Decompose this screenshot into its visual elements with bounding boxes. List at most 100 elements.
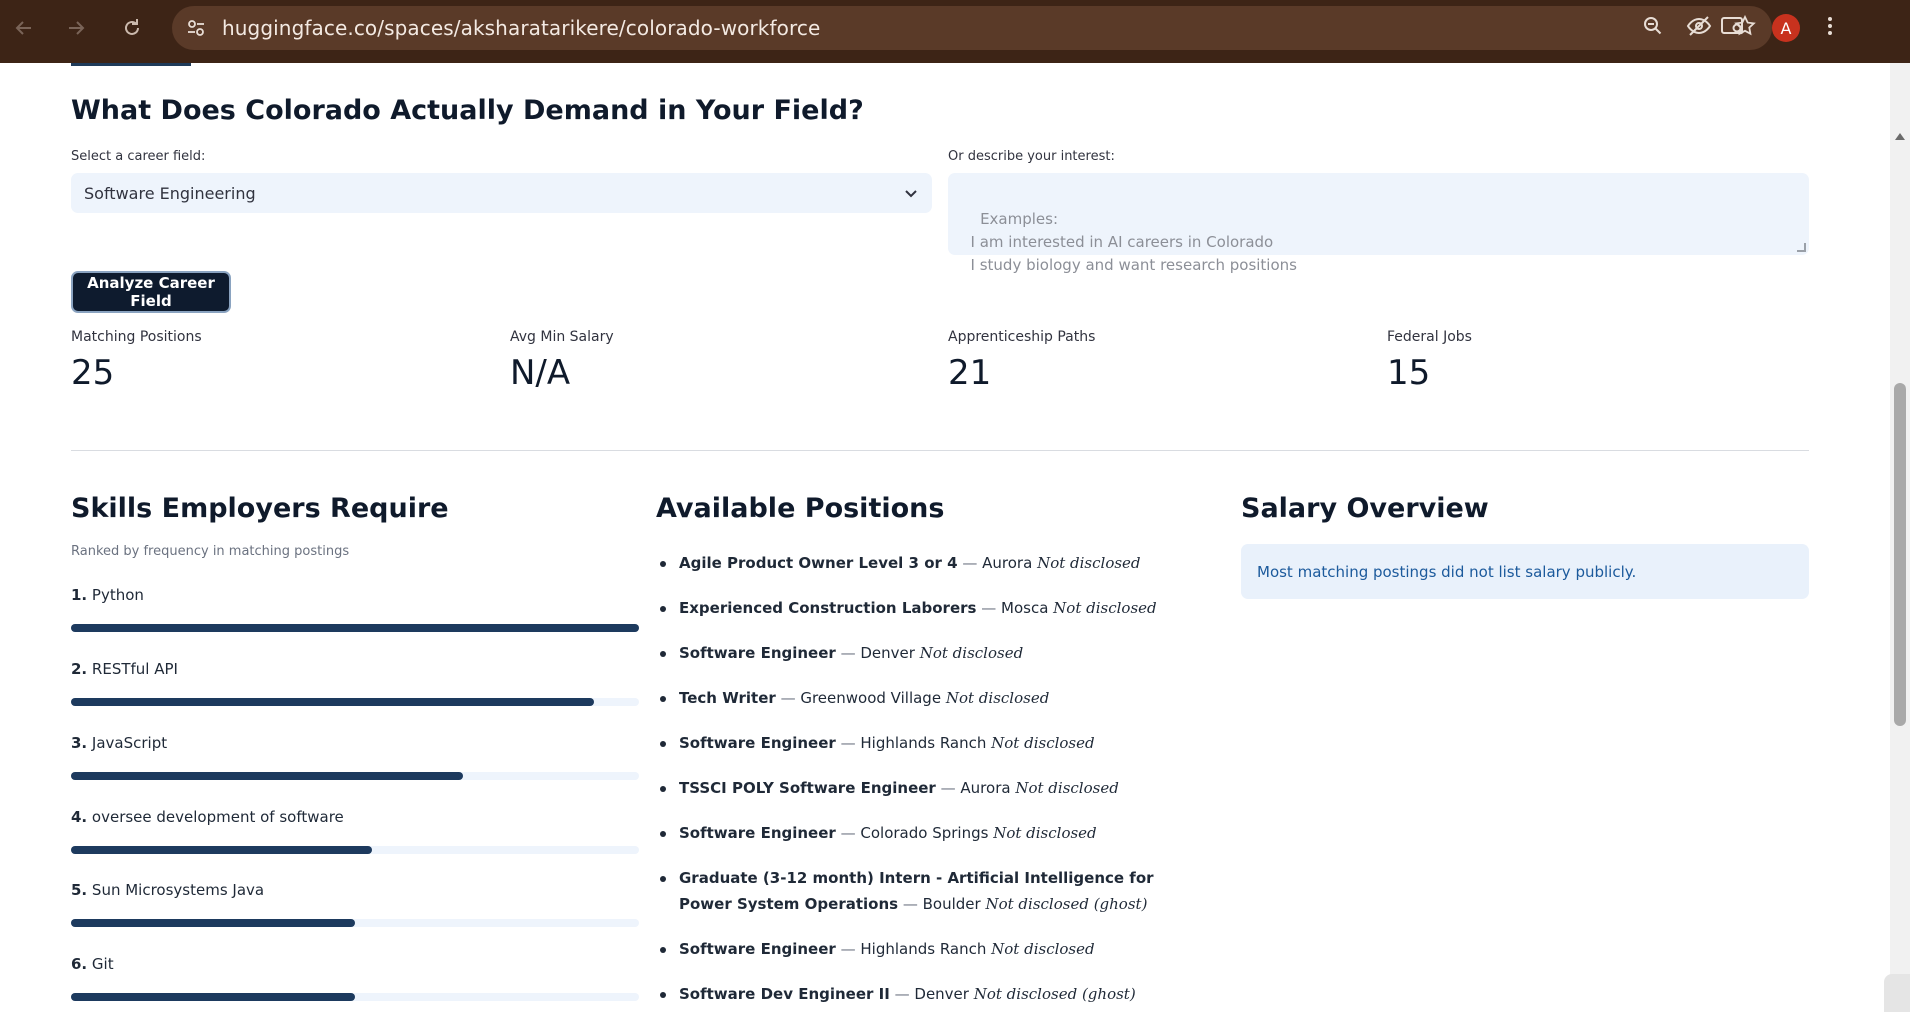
separator: —: [840, 734, 856, 752]
list-item: Agile Product Owner Level 3 or 4 — Auror…: [656, 550, 1196, 576]
skill-item: 5. Sun Microsystems Java: [71, 881, 639, 927]
position-title: Agile Product Owner Level 3 or 4: [679, 554, 958, 572]
skill-rank: 5.: [71, 881, 88, 899]
forward-icon[interactable]: [61, 13, 91, 43]
eye-off-icon[interactable]: [1686, 15, 1712, 41]
position-title: Software Engineer: [679, 824, 836, 842]
page-title: What Does Colorado Actually Demand in Yo…: [71, 95, 864, 126]
metric-apprenticeship-paths: Apprenticeship Paths 21: [948, 329, 1368, 393]
position-title: Software Engineer: [679, 940, 836, 958]
separator: —: [940, 779, 956, 797]
position-location: Colorado Springs: [860, 824, 989, 842]
position-location: Highlands Ranch: [860, 734, 987, 752]
address-bar[interactable]: huggingface.co/spaces/aksharatarikere/co…: [172, 6, 1772, 50]
metric-label: Apprenticeship Paths: [948, 329, 1096, 345]
skill-rank: 6.: [71, 955, 88, 973]
skill-bar-track: [71, 919, 639, 927]
list-item: Graduate (3-12 month) Intern - Artificia…: [656, 865, 1196, 917]
salary-title: Salary Overview: [1241, 493, 1489, 524]
position-title: Software Engineer: [679, 644, 836, 662]
skills-title: Skills Employers Require: [71, 493, 449, 524]
reload-icon[interactable]: [117, 13, 147, 43]
position-salary: Not disclosed (ghost): [973, 985, 1136, 1003]
position-location: Denver: [860, 644, 915, 662]
page-scrollbar[interactable]: [1890, 63, 1910, 1012]
skill-name: RESTful API: [91, 660, 178, 678]
metric-value: 25: [71, 353, 115, 393]
skill-bar-fill: [71, 624, 639, 632]
position-salary: Not disclosed: [991, 734, 1095, 752]
position-location: Highlands Ranch: [860, 940, 987, 958]
list-item: TSSCI POLY Software Engineer — Aurora No…: [656, 775, 1196, 801]
position-title: Software Dev Engineer II: [679, 985, 890, 1003]
position-title: TSSCI POLY Software Engineer: [679, 779, 936, 797]
profile-avatar[interactable]: A: [1772, 14, 1800, 42]
separator: —: [962, 554, 978, 572]
scroll-thumb[interactable]: [1894, 383, 1906, 726]
list-item: Software Engineer — Highlands Ranch Not …: [656, 936, 1196, 962]
position-title: Graduate (3-12 month) Intern - Artificia…: [679, 869, 1154, 913]
position-salary: Not disclosed: [945, 689, 1050, 707]
textarea-placeholder: Examples: I am interested in AI careers …: [970, 210, 1297, 274]
position-title: Software Engineer: [679, 734, 836, 752]
skill-bar-fill: [71, 919, 355, 927]
url-text[interactable]: huggingface.co/spaces/aksharatarikere/co…: [222, 16, 821, 40]
skill-bar-track: [71, 772, 639, 780]
skill-bar-track: [71, 624, 639, 632]
metric-label: Matching Positions: [71, 329, 202, 345]
back-icon[interactable]: [9, 13, 39, 43]
metric-avg-min-salary: Avg Min Salary N/A: [510, 329, 930, 393]
skill-bar-fill: [71, 772, 463, 780]
separator: —: [840, 644, 856, 662]
browser-toolbar: huggingface.co/spaces/aksharatarikere/co…: [0, 0, 1910, 63]
skill-bar-fill: [71, 993, 355, 1001]
separator: —: [840, 940, 856, 958]
skill-name: oversee development of software: [91, 808, 344, 826]
position-salary: Not disclosed: [993, 824, 1097, 842]
separator: —: [780, 689, 796, 707]
list-item: Software Engineer — Colorado Springs Not…: [656, 820, 1196, 846]
separator: —: [894, 985, 910, 1003]
section-divider: [71, 450, 1809, 451]
interest-textarea[interactable]: Examples: I am interested in AI careers …: [948, 173, 1809, 274]
skill-rank: 1.: [71, 586, 88, 604]
position-title: Experienced Construction Laborers: [679, 599, 977, 617]
resize-handle[interactable]: [1797, 243, 1806, 252]
tab-search-icon[interactable]: [1720, 15, 1746, 41]
site-settings-icon[interactable]: [176, 8, 216, 48]
zoom-icon[interactable]: [1642, 15, 1664, 41]
position-salary: Not disclosed: [1053, 599, 1157, 617]
position-salary: Not disclosed: [1037, 554, 1141, 572]
salary-note-text: Most matching postings did not list sala…: [1257, 562, 1637, 581]
scroll-up-arrow-icon[interactable]: [1895, 133, 1905, 140]
separator: —: [981, 599, 997, 617]
menu-icon[interactable]: [1826, 15, 1834, 41]
list-item: Experienced Construction Laborers — Mosc…: [656, 595, 1196, 621]
skill-bar-track: [71, 993, 639, 1001]
select-value: Software Engineering: [84, 183, 256, 203]
list-item: Tech Writer — Greenwood Village Not disc…: [656, 685, 1196, 711]
skills-caption: Ranked by frequency in matching postings: [71, 544, 350, 559]
skill-bar-fill: [71, 698, 594, 706]
skill-bar-track: [71, 846, 639, 854]
list-item: Software Engineer — Highlands Ranch Not …: [656, 730, 1196, 756]
metric-value: 15: [1387, 353, 1431, 393]
skill-item: 6. Git: [71, 955, 639, 1001]
metric-matching-positions: Matching Positions 25: [71, 329, 491, 393]
position-salary: Not disclosed (ghost): [985, 895, 1148, 913]
salary-info-alert: Most matching postings did not list sala…: [1241, 544, 1809, 599]
metric-label: Federal Jobs: [1387, 329, 1472, 345]
star-icon[interactable]: [1734, 14, 1756, 41]
position-location: Greenwood Village: [800, 689, 942, 707]
skill-name: Sun Microsystems Java: [91, 881, 265, 899]
analyze-career-button[interactable]: Analyze Career Field: [71, 271, 231, 313]
separator: —: [840, 824, 856, 842]
position-location: Aurora: [960, 779, 1011, 797]
chevron-down-icon[interactable]: [904, 185, 918, 204]
career-field-select[interactable]: Software Engineering: [71, 173, 932, 213]
floating-widget[interactable]: [1884, 974, 1910, 1012]
separator: —: [902, 895, 918, 913]
skill-name: Python: [91, 586, 144, 604]
skill-name: JavaScript: [91, 734, 168, 752]
metric-value: 21: [948, 353, 992, 393]
